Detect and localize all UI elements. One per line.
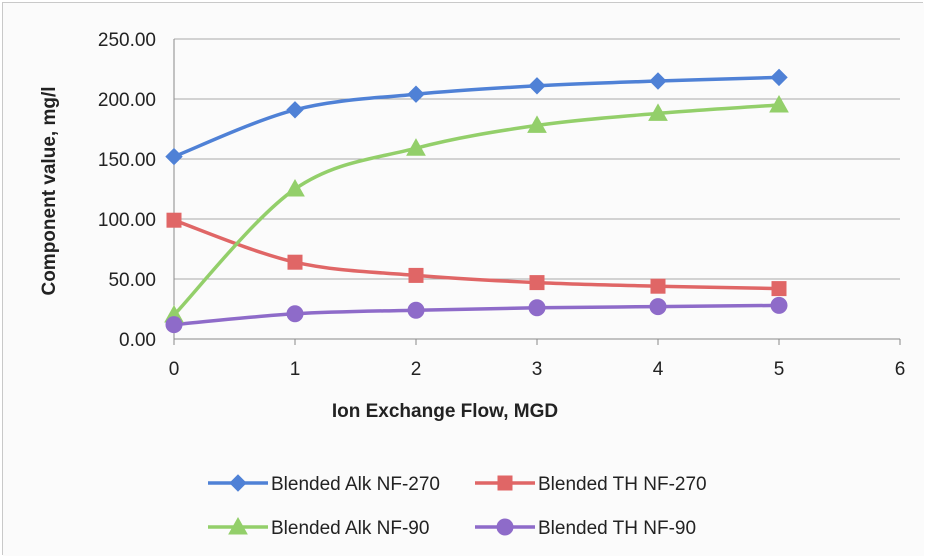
- legend-item-blended-alk-nf-270: Blended Alk NF-270: [208, 474, 440, 495]
- legend-swatch-marker: [496, 518, 514, 536]
- legend-swatch-marker: [497, 475, 513, 491]
- y-axis-title: Component value, mg/l: [39, 86, 60, 295]
- data-point-blended-th-nf-270: [529, 275, 545, 291]
- x-axis-title: Ion Exchange Flow, MGD: [332, 401, 558, 422]
- data-point-blended-th-nf-270: [408, 267, 424, 283]
- data-point-blended-th-nf-270: [166, 212, 182, 228]
- data-point-blended-th-nf-270: [650, 278, 666, 294]
- y-tick-label: 200.00: [98, 90, 156, 111]
- series-line-blended-th-nf-270: [173, 218, 780, 291]
- y-tick-label: 0.00: [119, 330, 156, 351]
- data-point-blended-alk-nf-270: [165, 147, 183, 166]
- data-point-blended-alk-nf-90: [527, 115, 547, 133]
- data-point-blended-alk-nf-90: [648, 103, 668, 121]
- data-point-blended-alk-nf-270: [770, 68, 788, 87]
- legend-item-blended-th-nf-270: Blended TH NF-270: [475, 474, 707, 495]
- series-line-blended-alk-nf-270: [173, 75, 780, 159]
- data-point-blended-th-nf-90: [165, 316, 183, 334]
- data-point-blended-alk-nf-270: [649, 72, 667, 90]
- data-point-blended-th-nf-90: [407, 301, 425, 319]
- series-lines: [172, 75, 780, 327]
- legend: Blended Alk NF-270 Blended TH NF-270 Blend…: [208, 474, 707, 539]
- x-tick-label: 0: [169, 359, 180, 380]
- y-tick-labels: 0.00 50.00 100.00 150.00 200.00 250.00: [98, 30, 156, 351]
- data-point-blended-th-nf-90: [770, 296, 788, 314]
- data-point-blended-alk-nf-90: [769, 94, 789, 113]
- legend-label: Blended Alk NF-90: [271, 518, 429, 539]
- x-tick-label: 4: [653, 359, 664, 380]
- legend-label: Blended TH NF-270: [538, 474, 707, 495]
- legend-item-blended-alk-nf-90: Blended Alk NF-90: [208, 516, 429, 539]
- legend-label: Blended Alk NF-270: [271, 474, 440, 495]
- x-tick-label: 6: [895, 359, 906, 380]
- x-tick-label: 3: [532, 359, 543, 380]
- legend-swatch-marker: [228, 516, 248, 535]
- y-tick-label: 100.00: [98, 210, 156, 231]
- data-point-blended-th-nf-270: [771, 281, 787, 297]
- y-tick-label: 50.00: [108, 270, 156, 291]
- legend-item-blended-th-nf-90: Blended TH NF-90: [475, 518, 696, 539]
- legend-label: Blended TH NF-90: [538, 518, 696, 539]
- series-line-blended-alk-nf-90: [172, 103, 780, 317]
- x-tick-labels: 0 1 2 3 4 5 6: [169, 339, 906, 380]
- data-point-blended-alk-nf-90: [406, 138, 426, 156]
- x-tick-label: 1: [290, 359, 301, 380]
- data-point-blended-th-nf-90: [649, 298, 667, 316]
- data-point-blended-th-nf-90: [286, 305, 304, 323]
- data-point-blended-alk-nf-270: [528, 77, 546, 95]
- y-tick-label: 250.00: [98, 30, 156, 51]
- x-tick-label: 5: [774, 359, 785, 380]
- data-point-blended-th-nf-270: [287, 254, 303, 270]
- series-markers: [164, 68, 789, 334]
- data-point-blended-alk-nf-90: [285, 178, 305, 197]
- line-chart: 0.00 50.00 100.00 150.00 200.00 250.00 0 1 2 3 4 5…: [3, 3, 924, 556]
- data-point-blended-th-nf-90: [528, 299, 546, 317]
- x-tick-label: 2: [411, 359, 422, 380]
- data-point-blended-alk-nf-270: [286, 101, 304, 119]
- series-line-blended-th-nf-90: [173, 303, 780, 327]
- data-point-blended-alk-nf-270: [407, 85, 425, 103]
- legend-swatch-marker: [229, 474, 247, 492]
- y-tick-label: 150.00: [98, 150, 156, 171]
